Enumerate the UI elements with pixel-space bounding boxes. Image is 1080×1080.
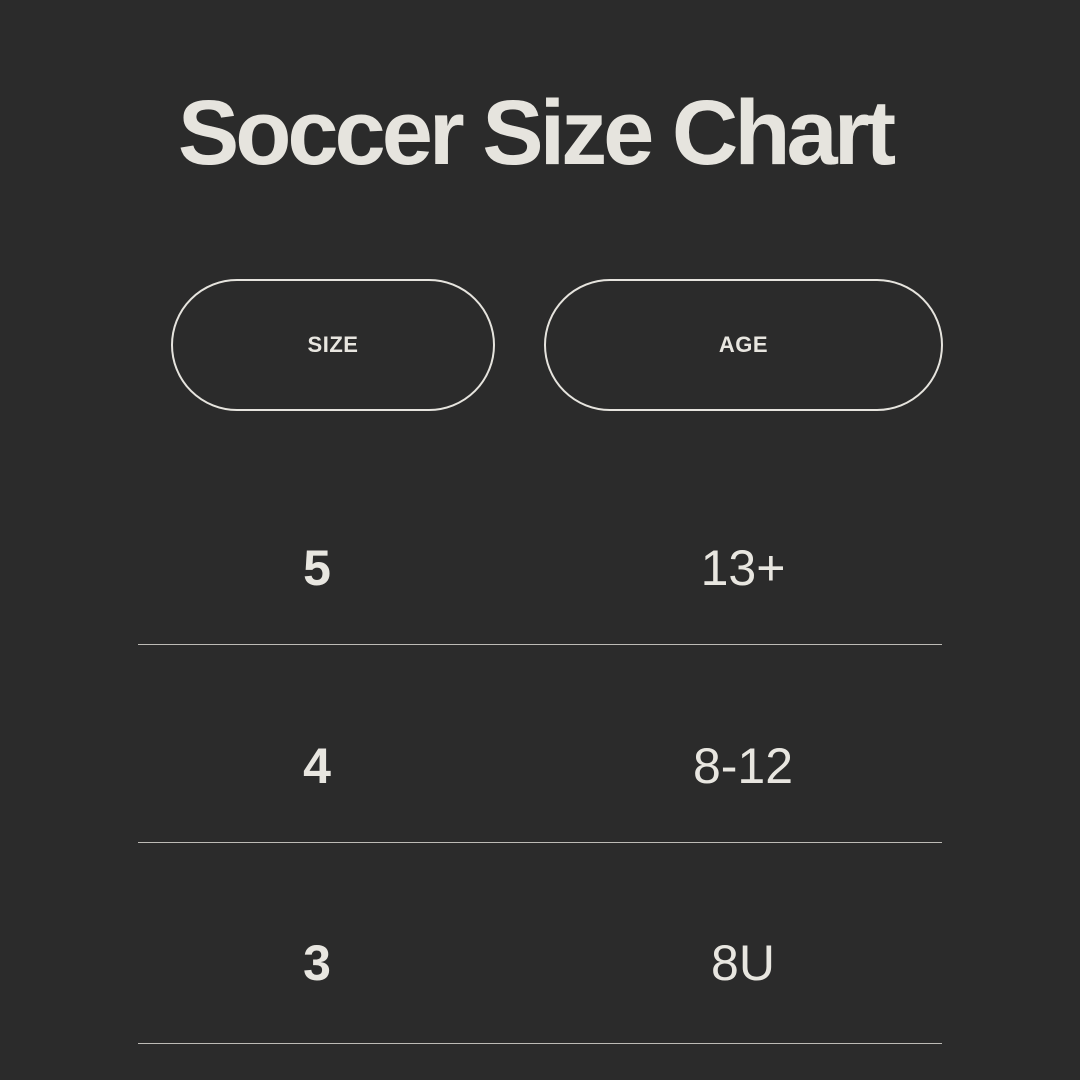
age-header-label: AGE [718, 332, 769, 357]
row-2-age: 8-12 [692, 738, 794, 794]
row-1-age: 13+ [700, 540, 786, 596]
age-column-header: AGE [544, 279, 943, 411]
row-3-size: 3 [303, 935, 331, 991]
row-divider [138, 842, 942, 843]
row-divider [138, 1043, 942, 1044]
size-column-header: SIZE [171, 279, 495, 411]
row-divider [138, 644, 942, 645]
row-1-size: 5 [303, 540, 331, 596]
row-2-size: 4 [303, 738, 331, 794]
size-header-label: SIZE [307, 332, 359, 357]
row-3-age: 8U [711, 935, 775, 991]
page-title: Soccer Size Chart [177, 82, 896, 184]
